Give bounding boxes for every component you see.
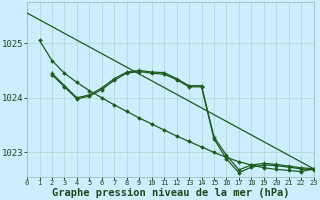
X-axis label: Graphe pression niveau de la mer (hPa): Graphe pression niveau de la mer (hPa) [52,188,289,198]
